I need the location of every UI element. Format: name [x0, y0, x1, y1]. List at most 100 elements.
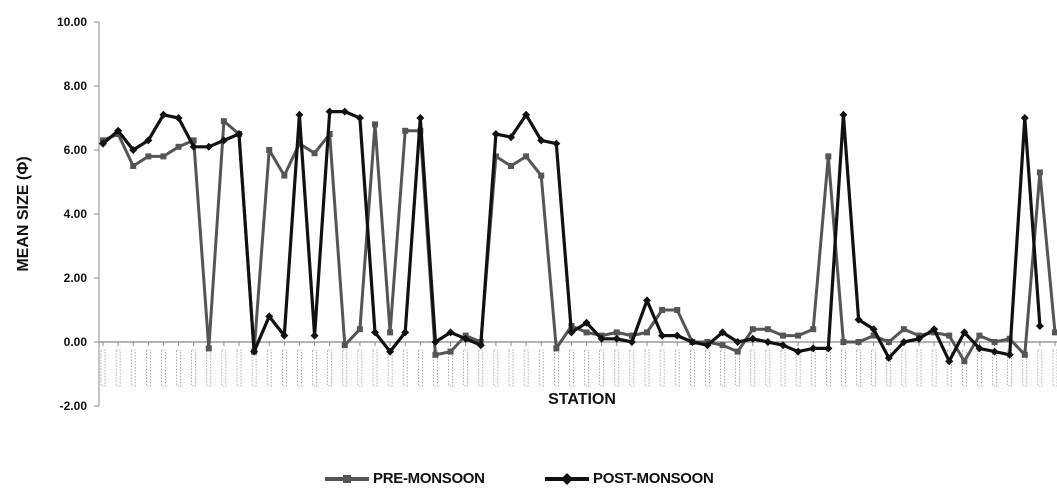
data-point-marker: [508, 163, 514, 169]
data-point-marker: [840, 339, 847, 345]
data-point-marker: [387, 329, 394, 336]
data-point-marker: [734, 348, 741, 355]
data-point-marker: [250, 347, 259, 356]
data-point-marker: [643, 296, 651, 305]
data-point-marker: [296, 140, 303, 147]
x-tick-label-station: [690, 349, 695, 387]
x-tick-label-station: [161, 349, 166, 387]
x-tick-label-station: [569, 349, 574, 387]
x-tick-label-station: [508, 349, 514, 387]
data-point-marker: [688, 338, 697, 346]
x-axis-station-labels: [100, 342, 1057, 387]
data-point-marker: [991, 339, 998, 345]
data-point-marker: [311, 150, 318, 157]
data-point-marker: [825, 153, 832, 160]
x-tick-label-station: [674, 349, 680, 387]
data-point-marker: [673, 331, 682, 340]
x-tick-label-station: [720, 349, 725, 387]
data-point-marker: [780, 332, 786, 339]
data-point-marker: [386, 347, 395, 356]
x-tick-label-station: [659, 349, 665, 387]
data-point-marker: [280, 331, 289, 340]
data-point-marker: [870, 332, 877, 339]
data-point-marker: [809, 344, 818, 353]
data-point-marker: [175, 143, 182, 150]
legend-item-post-monsoon: POST-MONSOON: [545, 470, 714, 487]
y-tick-label: 2.00: [64, 271, 88, 285]
y-tick-label: -2.00: [60, 399, 88, 413]
x-tick-label-station: [826, 349, 831, 387]
data-point-marker: [567, 328, 576, 337]
data-point-marker: [1036, 169, 1043, 176]
data-point-marker: [114, 126, 123, 135]
x-tick-label-station: [901, 349, 907, 387]
data-point-marker: [446, 328, 455, 337]
x-tick-label-station: [282, 349, 287, 387]
x-tick-label-station: [1007, 349, 1012, 387]
legend-item-pre-monsoon: PRE-MONSOON: [325, 470, 485, 487]
data-point-marker: [945, 357, 954, 366]
data-point-marker: [719, 342, 726, 349]
data-point-marker: [205, 345, 212, 352]
data-point-marker: [930, 325, 939, 334]
x-tick-label-station: [372, 349, 378, 387]
x-tick-label-station: [146, 349, 151, 387]
data-point-marker: [748, 334, 757, 343]
data-point-marker: [960, 328, 969, 337]
x-tick-label-station: [130, 349, 136, 387]
data-point-marker: [1021, 351, 1028, 358]
data-point-marker: [341, 342, 348, 349]
y-tick-label: 8.00: [64, 79, 88, 93]
data-point-marker: [597, 334, 606, 343]
data-point-marker: [884, 354, 893, 362]
data-point-marker: [356, 326, 363, 333]
data-point-marker: [824, 344, 833, 353]
data-point-marker: [900, 326, 907, 333]
legend-swatch-pre-monsoon: [325, 474, 369, 483]
x-tick-label-station: [448, 349, 453, 387]
x-tick-label-station: [1052, 349, 1057, 387]
data-point-marker: [1052, 329, 1057, 336]
x-tick-label-station: [236, 349, 242, 387]
x-tick-label-station: [523, 349, 529, 387]
data-point-marker: [674, 307, 681, 313]
y-tick-label: 10.00: [57, 15, 87, 29]
x-tick-label-station: [841, 349, 846, 387]
data-point-marker: [718, 328, 727, 337]
x-tick-label-station: [115, 349, 121, 387]
data-point-marker: [613, 329, 620, 336]
data-point-marker: [659, 307, 666, 313]
data-point-marker: [325, 107, 334, 116]
data-point-marker: [749, 326, 756, 333]
data-point-marker: [401, 328, 410, 337]
x-tick-label-station: [402, 349, 408, 387]
data-point-marker: [476, 341, 485, 350]
x-tick-label-station: [1037, 349, 1043, 387]
data-point-marker: [627, 338, 636, 346]
data-point-marker: [235, 130, 243, 138]
x-tick-label-station: [599, 349, 604, 387]
x-tick-label-station: [886, 349, 892, 387]
data-point-marker: [281, 172, 288, 179]
y-axis-ticks: 10.00 8.00 6.00 4.00 2.00 0.00 -2.00: [57, 15, 99, 413]
y-tick-label: 6.00: [64, 143, 88, 157]
data-point-marker: [779, 341, 787, 350]
x-tick-label-station: [856, 349, 861, 387]
data-point-marker: [461, 334, 470, 343]
data-point-marker: [204, 142, 213, 151]
data-point-marker: [961, 358, 968, 365]
x-tick-label-station: [266, 349, 272, 387]
x-tick-label-station: [765, 349, 771, 387]
x-tick-label-station: [297, 349, 302, 387]
data-point-marker: [130, 163, 137, 169]
data-point-marker: [552, 139, 561, 148]
data-point-marker: [583, 329, 590, 336]
data-point-marker: [219, 136, 228, 145]
data-point-marker: [416, 114, 425, 122]
x-tick-label-station: [206, 349, 212, 387]
data-point-marker: [355, 114, 364, 122]
data-point-marker: [220, 118, 227, 125]
x-tick-label-station: [735, 349, 740, 387]
data-point-marker: [310, 331, 319, 340]
x-tick-label-station: [357, 349, 363, 387]
